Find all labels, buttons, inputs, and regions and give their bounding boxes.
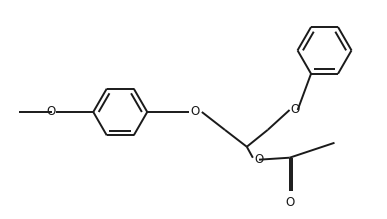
Text: O: O — [254, 153, 263, 166]
Text: O: O — [46, 106, 56, 118]
Text: O: O — [191, 106, 200, 118]
Text: O: O — [285, 196, 294, 209]
Text: O: O — [291, 104, 300, 117]
